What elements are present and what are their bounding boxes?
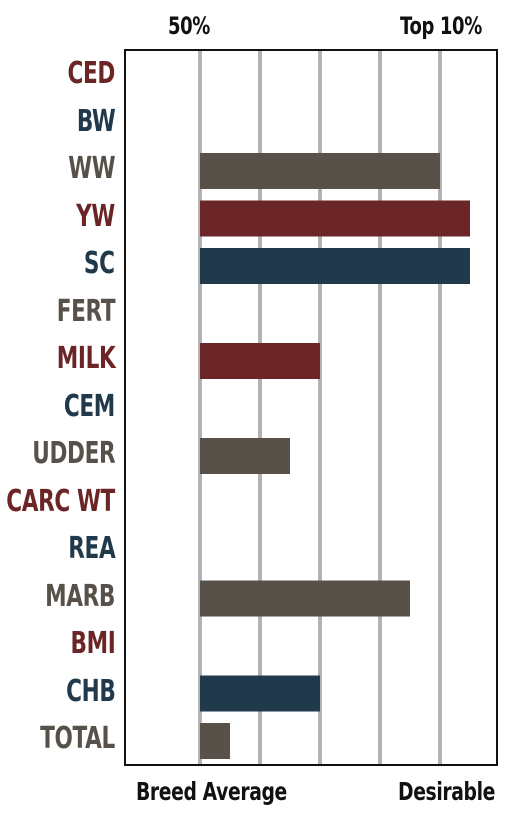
bar-ww (200, 153, 440, 189)
trait-label: MARB (45, 578, 115, 614)
trait-label: FERT (56, 293, 116, 329)
trait-label: UDDER (32, 436, 115, 471)
bar-yw (200, 200, 470, 237)
bar-chb (200, 675, 320, 712)
bar-total (200, 723, 230, 759)
bottom-label-breed-average: Breed Average (136, 777, 287, 806)
top-label-50-percent: 50% (168, 12, 210, 40)
bar-marb (200, 580, 410, 617)
bar-udder (200, 438, 290, 474)
trait-label: SC (84, 246, 115, 281)
chart-frame (124, 49, 498, 766)
bar-sc (200, 248, 470, 284)
bar-chart (198, 51, 470, 764)
trait-label: YW (76, 198, 115, 234)
trait-label: REA (67, 531, 115, 566)
bar-milk (200, 343, 320, 379)
trait-label: CED (67, 56, 116, 91)
trait-label: CHB (65, 673, 116, 709)
bottom-label-desirable: Desirable (398, 777, 495, 806)
trait-label: MILK (56, 341, 115, 376)
trait-label: WW (68, 151, 115, 186)
trait-label: BMI (70, 626, 115, 661)
trait-label: BW (76, 103, 116, 139)
trait-label: CARC WT (6, 483, 115, 519)
trait-label: TOTAL (40, 721, 115, 756)
top-label-top-10-percent: Top 10% (400, 12, 482, 40)
trait-label: CEM (63, 388, 115, 424)
